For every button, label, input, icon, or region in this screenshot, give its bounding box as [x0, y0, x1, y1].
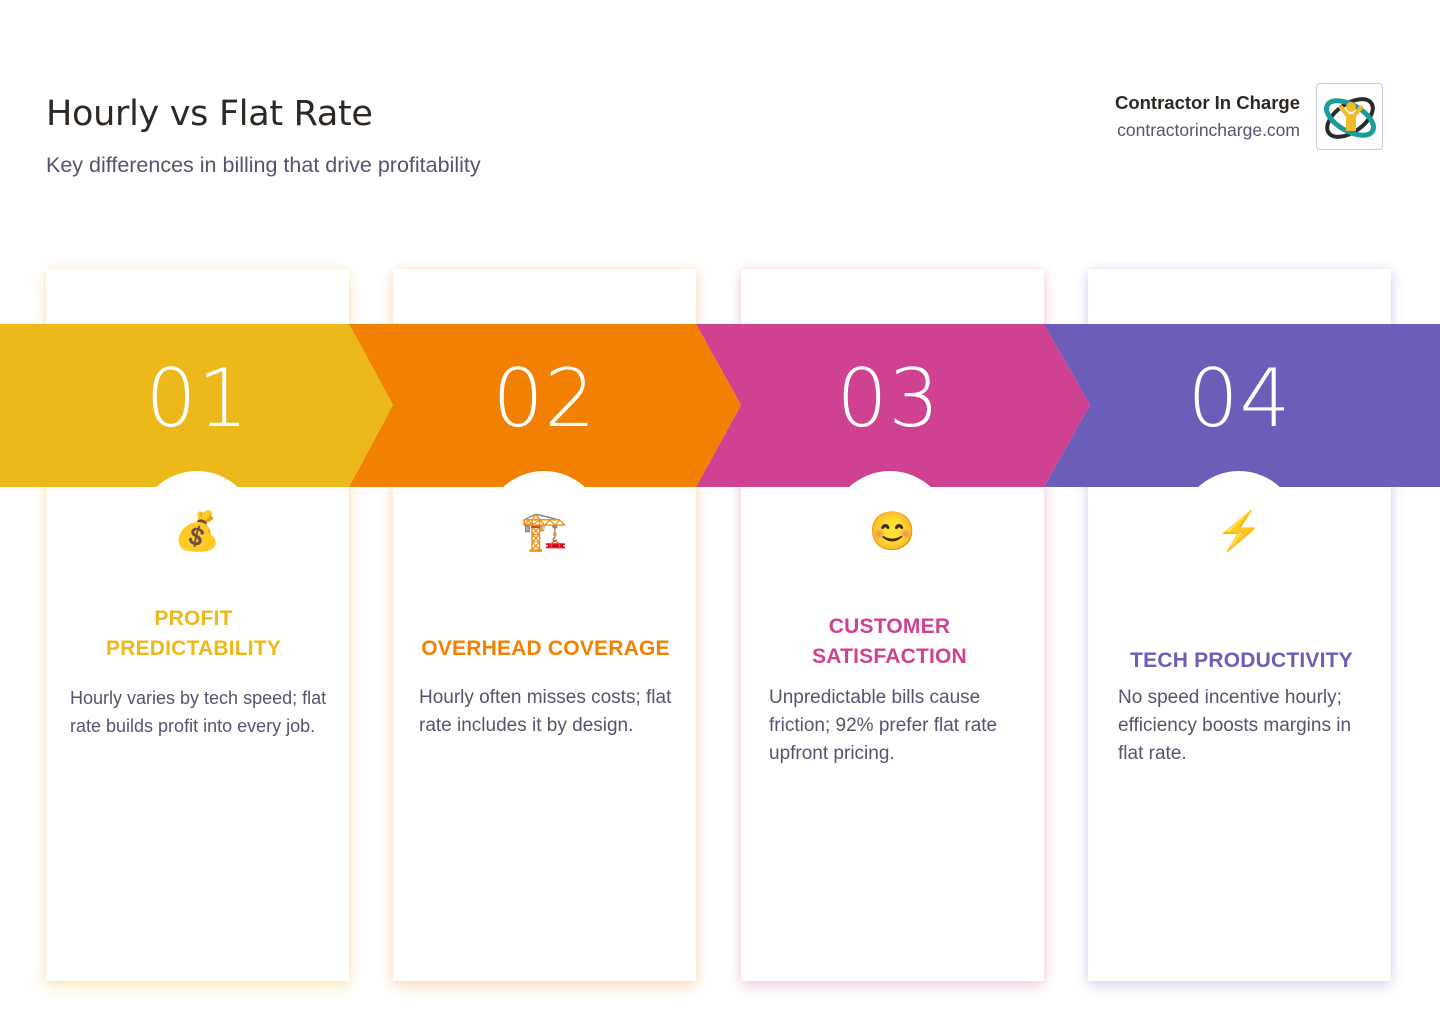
icon-badge-4 [1179, 471, 1299, 487]
step-description-2: Hourly often misses costs; flat rate inc… [419, 687, 672, 736]
step-title-3-line1: CUSTOMER [828, 615, 951, 638]
step-description-3: Unpredictable bills cause friction; 92% … [769, 687, 998, 764]
icon-badge-2 [484, 471, 604, 487]
step-title-2: OVERHEAD COVERAGE [421, 637, 670, 660]
step-title-1: PROFIT PREDICTABILITY [42, 604, 345, 664]
lightning-bolt-icon: ⚡ [1215, 511, 1264, 553]
brand-logo-icon [1316, 83, 1383, 150]
step-title-3: CUSTOMER SATISFACTION [738, 612, 1041, 672]
brand-url[interactable]: contractorincharge.com [1117, 120, 1300, 140]
person-orbit-logo-icon [1323, 96, 1376, 139]
icon-badge-1 [137, 471, 257, 487]
step-title-4: TECH PRODUCTIVITY [1130, 649, 1353, 672]
chevron-step-2 [349, 324, 741, 487]
brand-block: Contractor In Charge contractorincharge.… [1115, 92, 1300, 141]
step-number-4: 04 [1187, 352, 1292, 445]
construction-crane-icon: 🏗️ [520, 511, 569, 553]
page-title: Hourly vs Flat Rate [46, 94, 373, 134]
chevron-step-4 [1044, 324, 1440, 487]
step-number-3: 03 [836, 352, 941, 445]
step-description-4: No speed incentive hourly; efficiency bo… [1118, 687, 1352, 764]
smiling-face-icon: 😊 [868, 511, 917, 553]
page-subtitle: Key differences in billing that drive pr… [46, 153, 481, 177]
chevron-step-1 [0, 324, 393, 487]
step-number-1: 01 [145, 352, 250, 445]
step-number-2: 02 [492, 352, 597, 445]
money-bag-icon: 💰 [173, 511, 222, 553]
step-title-3-line2: SATISFACTION [812, 645, 967, 668]
step-title-1-line1: PROFIT [154, 607, 233, 630]
brand-name: Contractor In Charge [1114, 92, 1300, 113]
icon-badge-3 [830, 471, 950, 487]
chevron-step-3 [696, 324, 1090, 487]
step-description-1: Hourly varies by tech speed; flat rate b… [70, 688, 327, 736]
chevron-band [0, 324, 1440, 487]
step-title-1-line2: PREDICTABILITY [105, 637, 282, 660]
